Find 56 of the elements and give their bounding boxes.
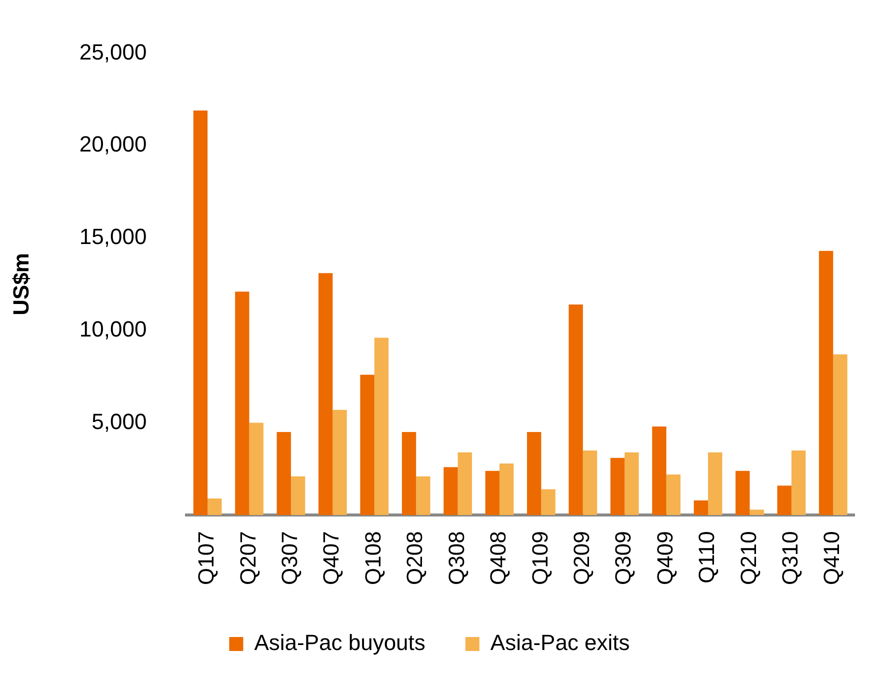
x-tick-label: Q409 (652, 531, 678, 586)
x-tick-label: Q410 (819, 531, 844, 586)
bar (818, 250, 834, 516)
x-tick-label: Q310 (778, 531, 802, 586)
bar (527, 432, 542, 516)
bar (444, 467, 458, 516)
bar (332, 410, 347, 516)
x-tick-label: Q307 (277, 531, 302, 586)
bar (791, 450, 806, 516)
bar (276, 432, 291, 516)
bar (318, 273, 333, 516)
bar (833, 354, 848, 516)
x-tick-label: Q209 (568, 531, 594, 586)
bar (208, 498, 222, 516)
y-tick-label: 20,000 (79, 132, 147, 157)
bar (402, 432, 416, 516)
bar (360, 374, 374, 516)
bar (708, 452, 722, 516)
bar (193, 110, 208, 516)
bar (568, 304, 583, 516)
bar (750, 510, 764, 516)
y-tick-label: 5,000 (92, 408, 147, 434)
x-tick-label: Q208 (402, 531, 428, 586)
x-tick-label: Q110 (694, 531, 720, 584)
x-tick-label: Q107 (194, 531, 219, 586)
x-tick-label: Q108 (360, 531, 386, 586)
x-tick-label: Q207 (235, 531, 260, 586)
legend-label: Asia-Pac exits (490, 630, 630, 656)
y-tick-label: 15,000 (79, 224, 147, 250)
bar (582, 450, 598, 516)
bar (610, 458, 625, 516)
bar (666, 474, 680, 516)
bar (736, 470, 750, 516)
y-tick-label: 25,000 (79, 39, 147, 64)
bar (541, 489, 556, 516)
bar (777, 486, 792, 516)
y-tick-label: 10,000 (79, 316, 147, 342)
bar (694, 500, 708, 516)
x-tick-label: Q309 (610, 531, 636, 586)
y-axis-title: US$m (8, 253, 34, 316)
x-tick-label: Q407 (318, 531, 344, 586)
x-tick-label: Q408 (486, 531, 511, 586)
bar (652, 426, 666, 516)
bar (458, 452, 472, 516)
x-tick-label: Q308 (444, 531, 469, 586)
bar (416, 476, 430, 516)
bar (485, 470, 500, 516)
legend-label: Asia-Pac buyouts (254, 630, 426, 656)
bar (290, 476, 306, 516)
bar (624, 452, 639, 516)
bar (235, 292, 250, 516)
bar (499, 463, 514, 516)
bar (374, 338, 389, 516)
x-tick-label: Q109 (527, 531, 552, 586)
bar (249, 422, 264, 516)
x-tick-label: Q210 (736, 531, 761, 586)
